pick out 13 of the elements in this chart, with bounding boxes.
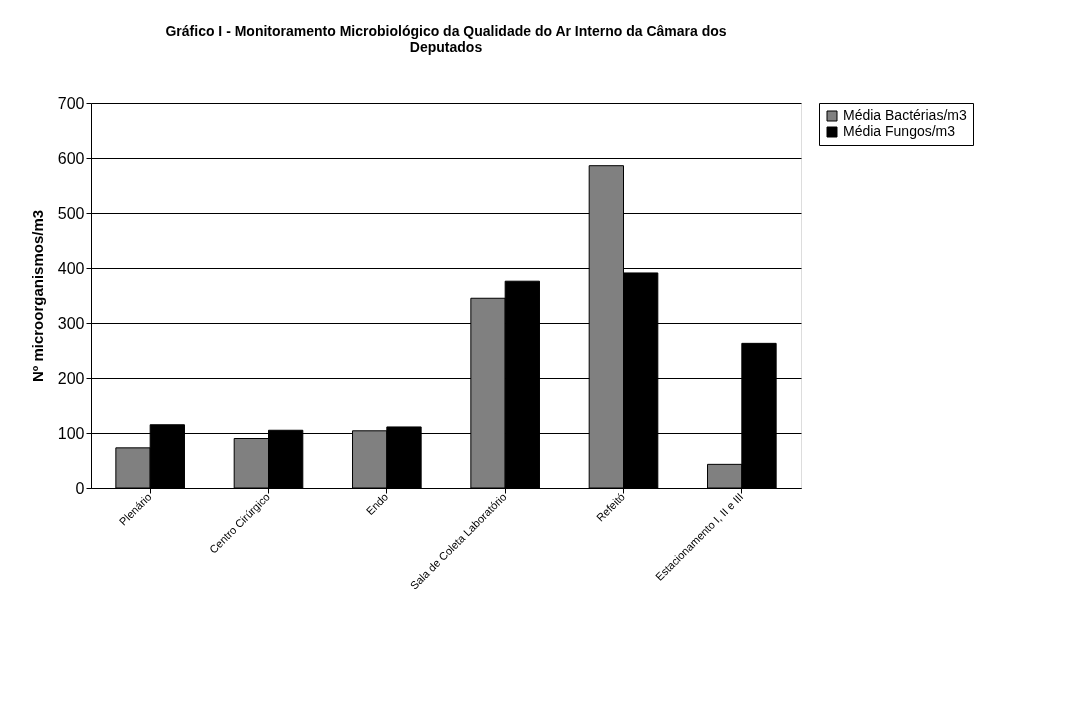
y-tick-label: 400 (57, 259, 85, 277)
y-tick-label: 700 (57, 94, 85, 112)
text: Deputados (409, 39, 483, 55)
y-tick-label: 0 (75, 479, 85, 497)
y-tick-label: 200 (57, 369, 85, 387)
text: Gráfico I - Monitoramento Microbiológico da Qualidade do Ar Interno da Câmara dos (165, 23, 727, 39)
legend-label: Média Fungos/m3 (843, 123, 956, 139)
legend-label: Média Bactérias/m3 (843, 107, 967, 123)
y-tick-label: 100 (57, 424, 85, 442)
y-tick-label: 600 (57, 149, 85, 167)
y-tick-label: 500 (57, 204, 85, 222)
y-axis-title: Nº microorganismos/m3 (28, 209, 46, 383)
y-tick-label: 300 (57, 314, 85, 332)
